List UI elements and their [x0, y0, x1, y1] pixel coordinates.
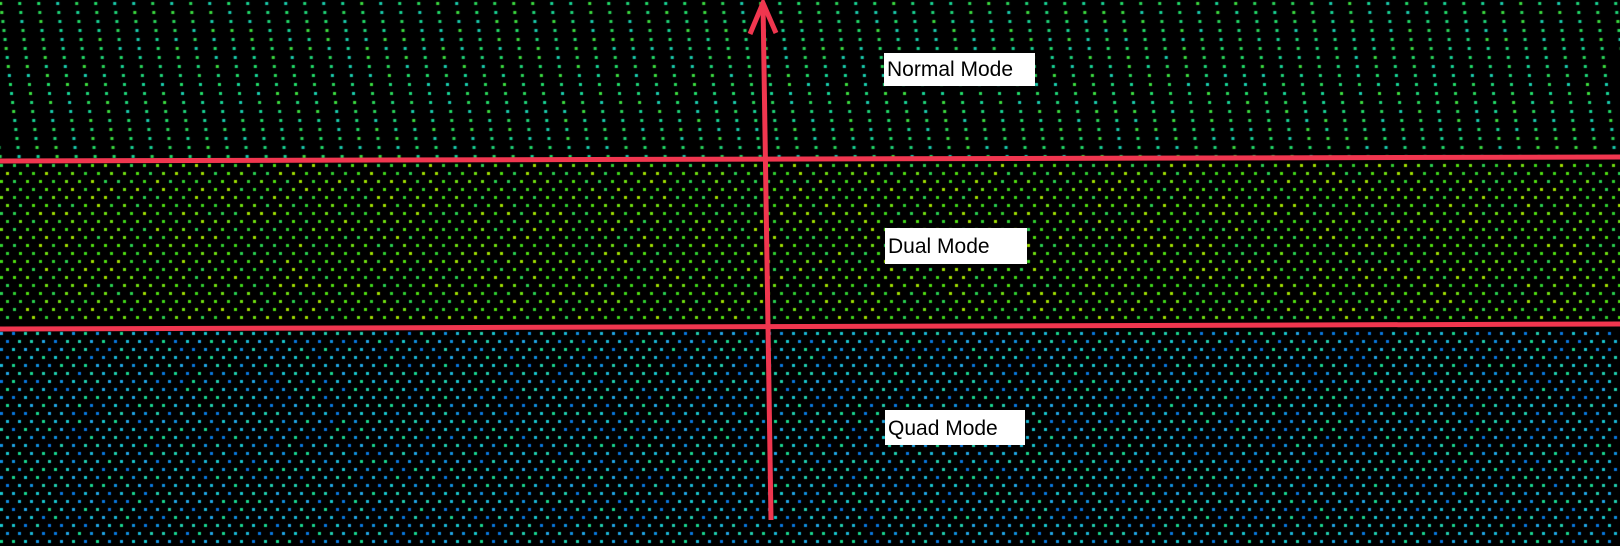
normal-mode-label: Normal Mode: [884, 53, 1035, 86]
dual-quad-boundary-line: [0, 321, 1620, 332]
quad-mode-label: Quad Mode: [885, 410, 1025, 445]
vertical-axis-line: [760, 2, 774, 521]
dual-mode-label: Dual Mode: [885, 228, 1027, 264]
normal-dual-boundary-line: [0, 154, 1620, 164]
arrow-head-icon: [747, 0, 779, 35]
